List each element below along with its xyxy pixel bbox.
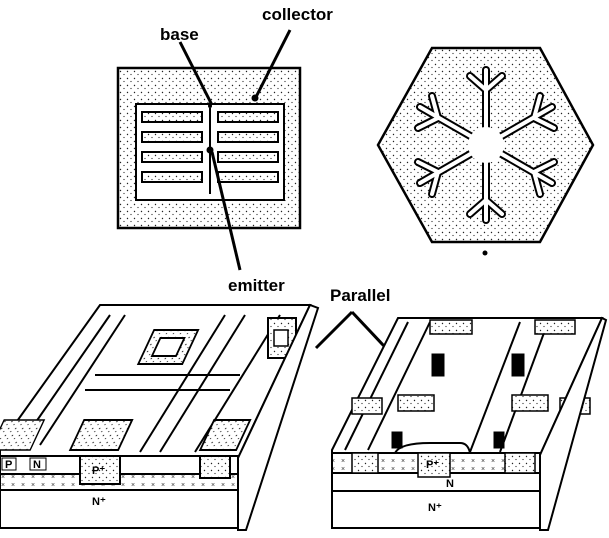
hexagonal-transistor — [376, 46, 595, 256]
emitter-dot — [206, 146, 214, 154]
cross-section-left — [0, 303, 320, 531]
left-n-plus-label: N⁺ — [92, 496, 106, 508]
left-n-label: N — [33, 459, 41, 471]
interdigitated-transistor — [116, 29, 302, 271]
cross-section-right — [331, 316, 608, 531]
parallel-leader-left — [314, 310, 354, 350]
parallel-leader-right — [350, 310, 386, 348]
collector-label: collector — [262, 5, 333, 24]
right-p-plus-label: P⁺ — [426, 459, 439, 471]
stray-dot — [482, 250, 488, 256]
left-p-plus-label: P⁺ — [92, 465, 105, 477]
parallel-label: Parallel — [330, 286, 391, 305]
emitter-leader — [210, 151, 242, 271]
right-n-label: N — [446, 478, 454, 490]
collector-leader — [254, 29, 292, 98]
emitter-fingers-left — [141, 111, 203, 183]
left-p-label: P — [5, 459, 12, 471]
right-n-plus-label: N⁺ — [428, 502, 442, 514]
base-leader — [178, 41, 214, 106]
emitter-label: emitter — [228, 276, 285, 295]
base-label: base — [160, 25, 199, 44]
star-center — [468, 127, 504, 163]
emitter-fingers-right — [217, 111, 279, 183]
